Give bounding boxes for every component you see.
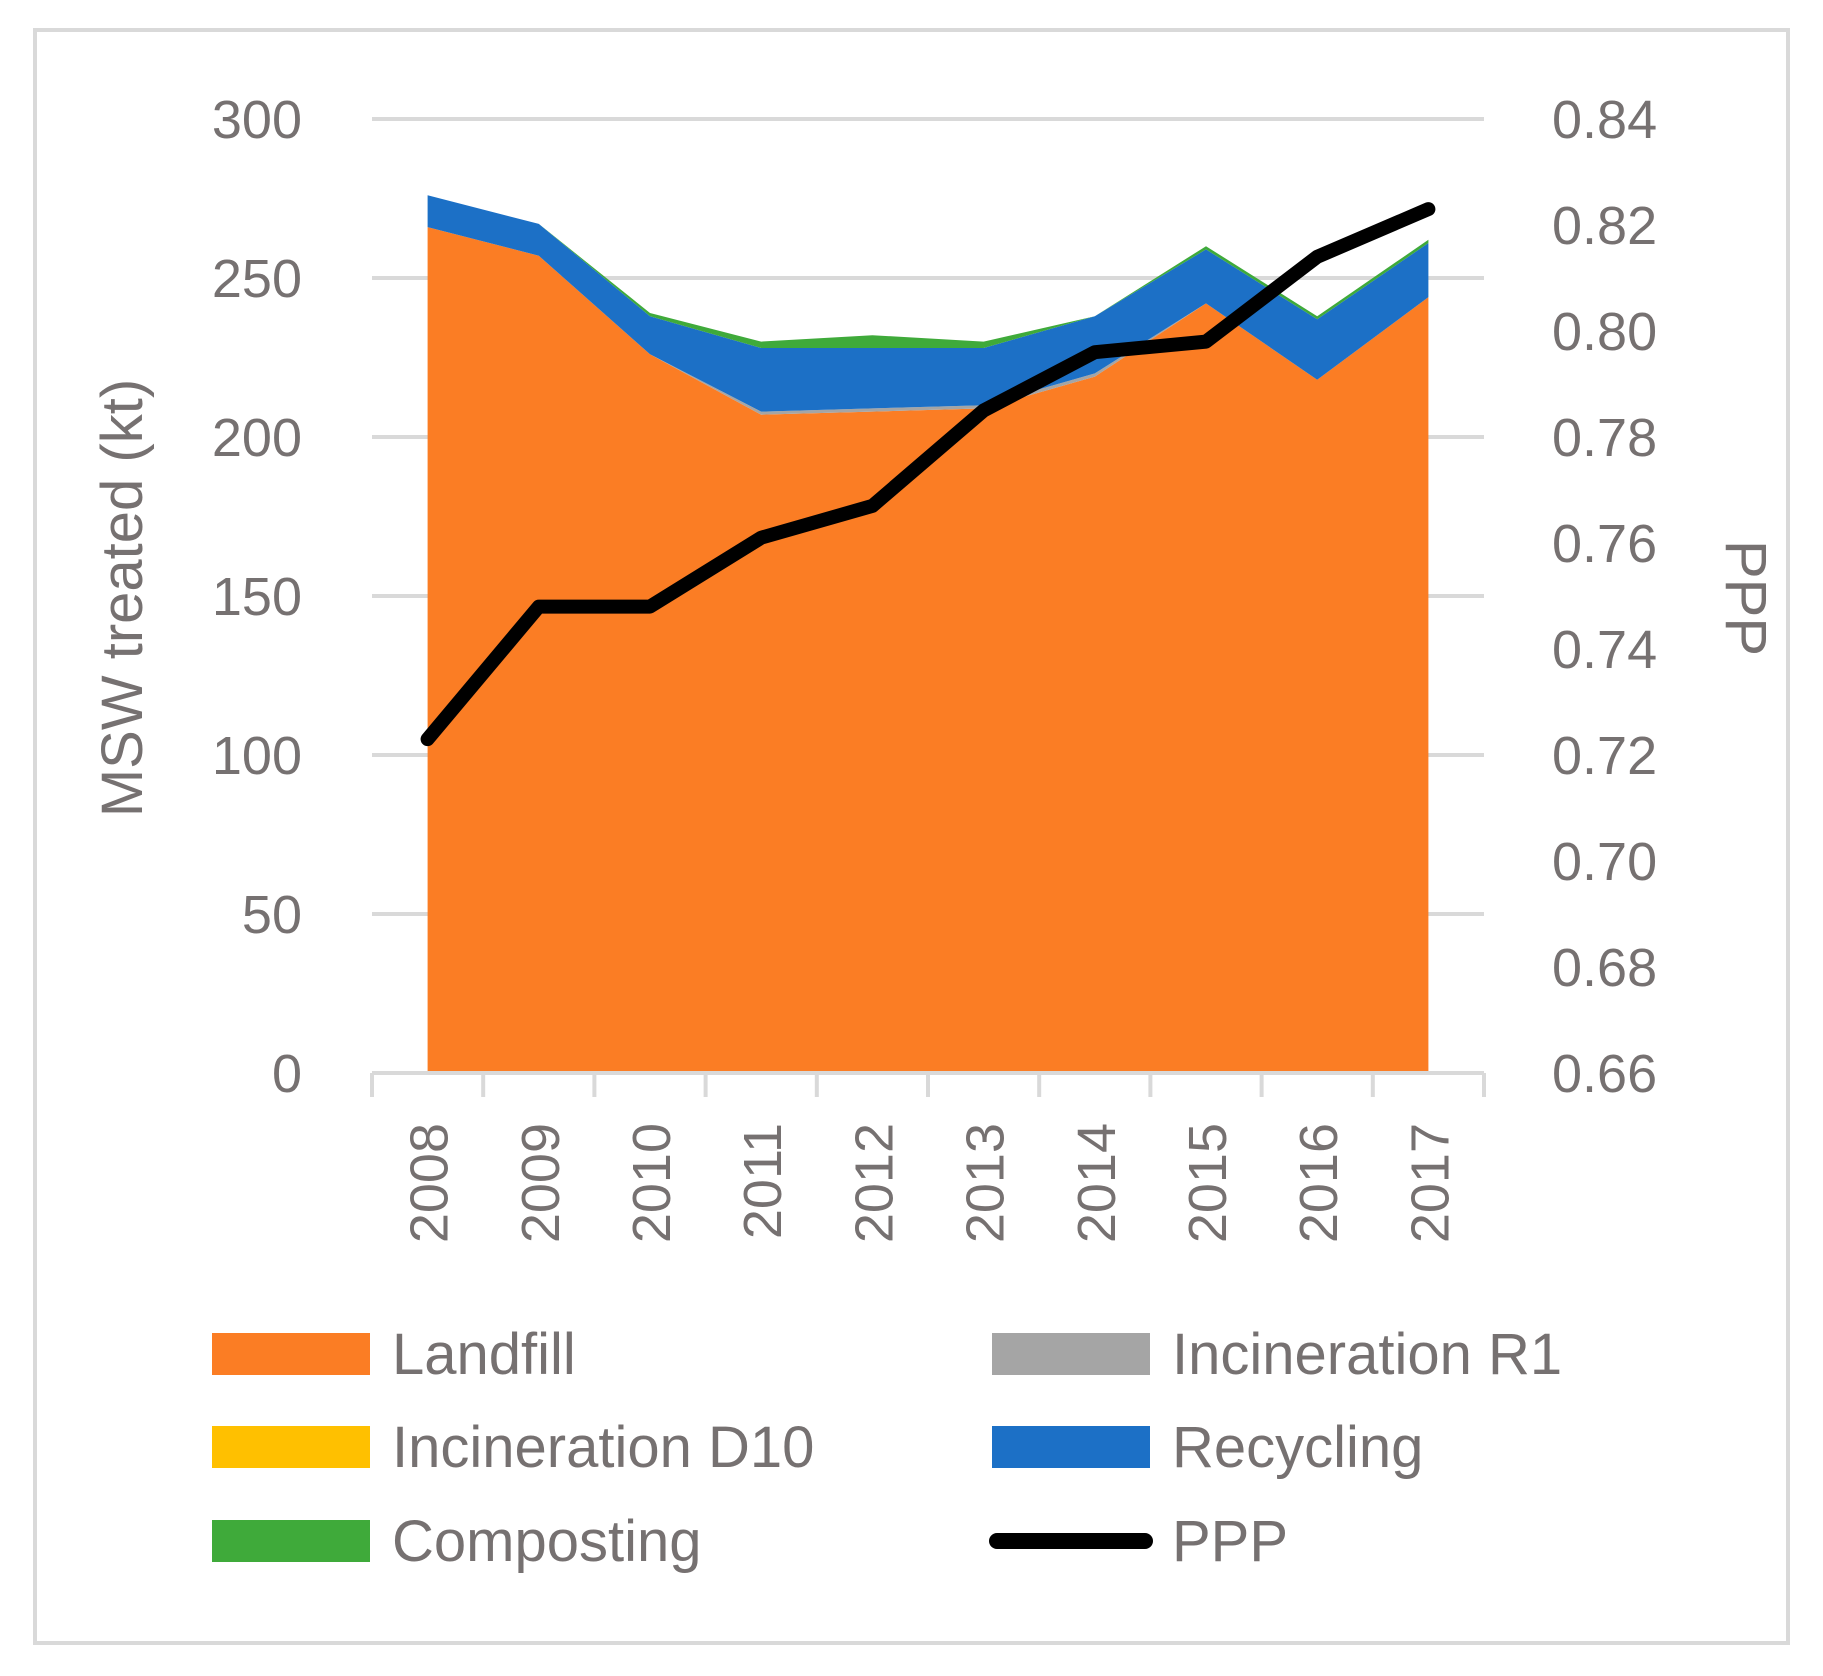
left-tick-label: 200 xyxy=(212,408,302,468)
legend-swatch-recycling xyxy=(992,1426,1150,1468)
x-tick-label: 2012 xyxy=(844,1123,904,1243)
right-tick-label: 0.84 xyxy=(1552,90,1657,150)
right-tick-label: 0.76 xyxy=(1552,514,1657,574)
legend-swatch-landfill xyxy=(212,1333,370,1375)
x-tick-label: 2009 xyxy=(511,1123,571,1243)
line-ppp xyxy=(420,202,1436,747)
legend-label-recycling: Recycling xyxy=(1172,1415,1423,1480)
right-tick-label: 0.70 xyxy=(1552,832,1657,892)
x-tick-label: 2011 xyxy=(733,1123,793,1239)
legend-label-composting: Composting xyxy=(392,1509,701,1574)
right-tick-label: 0.82 xyxy=(1552,196,1657,256)
legend-swatch-incineration-d10 xyxy=(212,1426,370,1468)
x-tick-label: 2015 xyxy=(1178,1123,1238,1243)
right-axis-title: PPP xyxy=(1713,540,1778,656)
x-tick-label: 2010 xyxy=(622,1123,682,1243)
right-tick-label: 0.68 xyxy=(1552,938,1657,998)
legend-label-ppp: PPP xyxy=(1172,1509,1288,1574)
area-landfill xyxy=(427,227,1429,1074)
left-tick-label: 300 xyxy=(212,90,302,150)
legend-label-landfill: Landfill xyxy=(392,1322,576,1387)
legend-label-incineration-d10: Incineration D10 xyxy=(392,1415,814,1480)
x-tick-label: 2013 xyxy=(956,1123,1016,1243)
x-tick-label: 2008 xyxy=(400,1123,460,1243)
line-series xyxy=(420,202,1436,747)
left-tick-label: 250 xyxy=(212,249,302,309)
left-tick-label: 50 xyxy=(242,885,302,945)
area-series xyxy=(427,195,1429,1074)
left-tick-label: 0 xyxy=(272,1044,302,1104)
legend-swatch-composting xyxy=(212,1520,370,1562)
right-tick-label: 0.78 xyxy=(1552,408,1657,468)
legend-swatch-incineration-r1 xyxy=(992,1333,1150,1375)
left-axis-ticks: 0 50 100 150 200 250 300 xyxy=(212,90,302,1104)
axes xyxy=(370,1071,1486,1097)
right-tick-label: 0.72 xyxy=(1552,726,1657,786)
left-axis-title: MSW treated (kt) xyxy=(90,379,155,817)
right-tick-label: 0.74 xyxy=(1552,620,1657,680)
right-axis-ticks: 0.66 0.68 0.70 0.72 0.74 0.76 0.78 0.80 0.82 0.84 xyxy=(1552,90,1657,1104)
x-tick-label: 2016 xyxy=(1289,1123,1349,1243)
legend-label-incineration-r1: Incineration R1 xyxy=(1172,1322,1562,1387)
right-tick-label: 0.66 xyxy=(1552,1044,1657,1104)
right-tick-label: 0.80 xyxy=(1552,302,1657,362)
area-recycling xyxy=(427,195,1429,412)
left-tick-label: 100 xyxy=(212,726,302,786)
left-tick-label: 150 xyxy=(212,567,302,627)
x-axis-ticks: 2008 2009 2010 2011 2012 2013 2014 2015 2016 2017 xyxy=(400,1123,1461,1243)
x-tick-label: 2014 xyxy=(1067,1123,1127,1243)
x-tick-label: 2017 xyxy=(1400,1123,1460,1243)
legend: Landfill Incineration R1 Incineration D10 R… xyxy=(212,1322,1562,1574)
